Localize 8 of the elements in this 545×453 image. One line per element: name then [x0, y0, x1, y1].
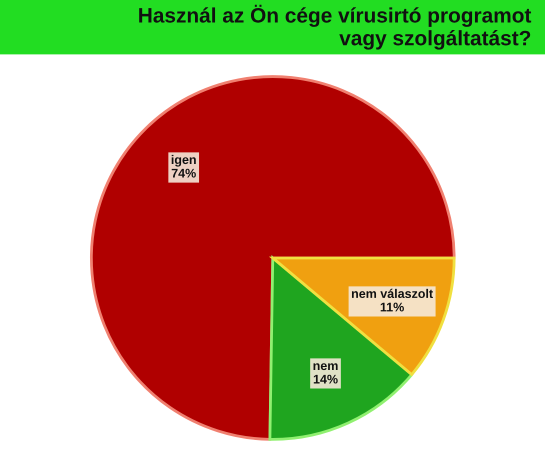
chart-title: Használ az Ön cége vírusirtó programot vagy szolgáltatást?: [139, 4, 532, 50]
slice-label: nem válaszolt: [352, 288, 433, 298]
data-label: 74%: [172, 168, 196, 178]
slice-label: nem: [313, 363, 338, 370]
data-label: 14%: [314, 374, 338, 384]
pie-slice: [90, 75, 456, 441]
slice-label: igen: [172, 154, 196, 167]
data-label: 11%: [380, 302, 404, 312]
